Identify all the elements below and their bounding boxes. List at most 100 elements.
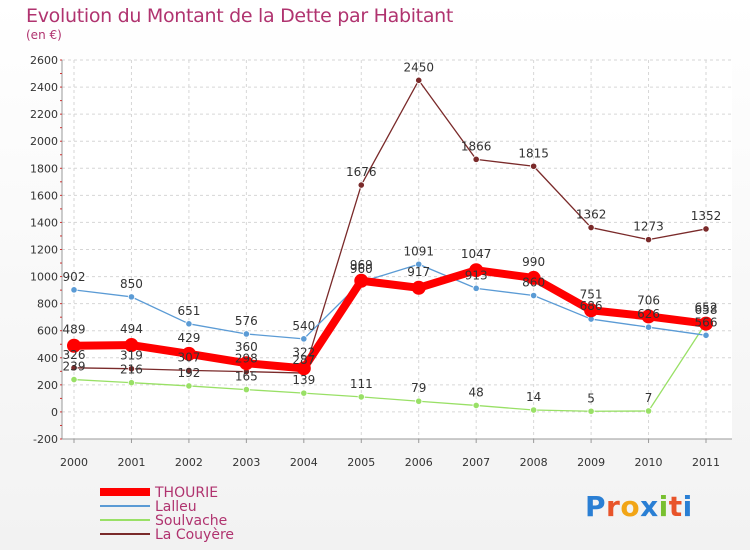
data-point [644,407,653,415]
proxiti-logo: Proxiti [585,490,693,523]
data-point [185,382,193,390]
data-point [239,356,254,371]
data-label: 1047 [461,247,492,261]
y-tick-label: 2000 [30,135,58,148]
data-point [472,401,480,410]
logo-letter: r [606,490,621,523]
logo-letter: t [668,490,683,523]
x-tick-label: 2010 [635,456,663,469]
data-point [530,291,538,300]
y-tick-label: 1400 [30,216,58,229]
logo-letter: i [682,490,693,523]
data-label: 287 [292,353,315,367]
data-label: 576 [235,314,258,328]
data-label: 319 [120,349,143,363]
grid [62,59,732,440]
y-tick-label: 0 [51,406,58,419]
y-tick-label: 400 [37,352,58,365]
logo-letter: P [585,490,607,523]
data-label: 1352 [691,209,722,223]
data-point [472,284,480,292]
x-tick-label: 2009 [577,456,605,469]
data-label: 969 [350,258,373,272]
data-label: 990 [522,255,545,269]
logo-letter: o [620,490,641,523]
logo-letter: x [640,490,659,523]
data-point [641,309,656,324]
data-point [127,365,136,373]
chart-title: Evolution du Montant de la Dette par Hab… [26,5,454,27]
data-point [702,331,710,339]
data-label: 165 [235,370,258,384]
data-label: 1362 [576,208,607,222]
series-line-soulvache [73,322,707,412]
data-point [357,393,365,401]
data-point [472,155,480,163]
y-tick-label: 1600 [30,189,58,202]
chart-subtitle: (en €) [26,28,62,42]
data-label: 540 [292,319,315,333]
data-point [70,375,78,384]
y-tick-label: 1800 [30,162,58,175]
data-point [584,303,599,318]
data-label: 239 [63,360,86,374]
y-tick-label: 1000 [30,271,58,284]
x-tick-label: 2000 [60,456,88,469]
series-group [67,76,713,415]
data-point [469,263,484,278]
data-label: 706 [637,293,660,307]
data-label: 626 [637,307,660,321]
y-tick-label: 1200 [30,244,58,257]
x-tick-label: 2001 [117,456,145,469]
data-label: 651 [177,304,200,318]
data-label: 111 [350,377,373,391]
data-label: 1676 [346,165,377,179]
legend-label: Soulvache [155,513,227,529]
data-label: 1866 [461,139,492,153]
data-point [296,361,311,376]
data-label: 850 [120,277,143,291]
data-label: 48 [469,385,484,399]
data-point [70,286,78,294]
data-label: 2450 [403,60,434,74]
data-point [70,364,78,372]
data-labels: 489 494 429 360 322 969 917 1047 990 751 706 652 902… [63,60,722,405]
x-tick-label: 2005 [347,456,375,469]
legend-label: Lalleu [155,499,197,515]
data-label: 5 [587,391,595,405]
data-label: 658 [695,303,718,317]
data-point [587,223,595,232]
data-label: 429 [177,331,200,345]
data-label: 1273 [633,220,664,234]
legend-label: THOURIE [154,485,218,501]
x-tick-label: 2006 [405,456,433,469]
data-point [185,320,193,328]
data-point [644,236,653,244]
data-label: 326 [63,348,86,362]
data-label: 494 [120,322,143,336]
plot-area [62,60,732,439]
x-tick-label: 2007 [462,456,490,469]
data-point [300,335,308,343]
data-point [644,323,653,331]
data-label: 860 [522,276,545,290]
x-tick-label: 2008 [520,456,548,469]
y-tick-label: 2600 [30,54,58,67]
series-line-thourie [73,266,707,373]
data-point [300,389,308,397]
data-point [181,346,196,361]
data-label: 307 [177,350,200,364]
data-label: 1815 [518,146,549,160]
y-tick-label: 600 [37,325,58,338]
data-label: 566 [695,315,718,329]
series-line-la-couyère [73,79,707,374]
data-point [357,181,365,189]
data-label: 686 [580,299,603,313]
y-tick-label: -200 [33,433,58,446]
legend-label: La Couyère [155,527,234,543]
y-tick-label: 2200 [30,108,58,121]
data-label: 360 [235,340,258,354]
data-point [702,225,710,233]
